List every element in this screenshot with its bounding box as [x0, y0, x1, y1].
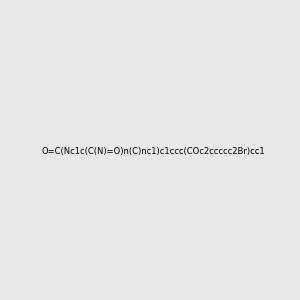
Text: O=C(Nc1c(C(N)=O)n(C)nc1)c1ccc(COc2ccccc2Br)cc1: O=C(Nc1c(C(N)=O)n(C)nc1)c1ccc(COc2ccccc2… [42, 147, 266, 156]
